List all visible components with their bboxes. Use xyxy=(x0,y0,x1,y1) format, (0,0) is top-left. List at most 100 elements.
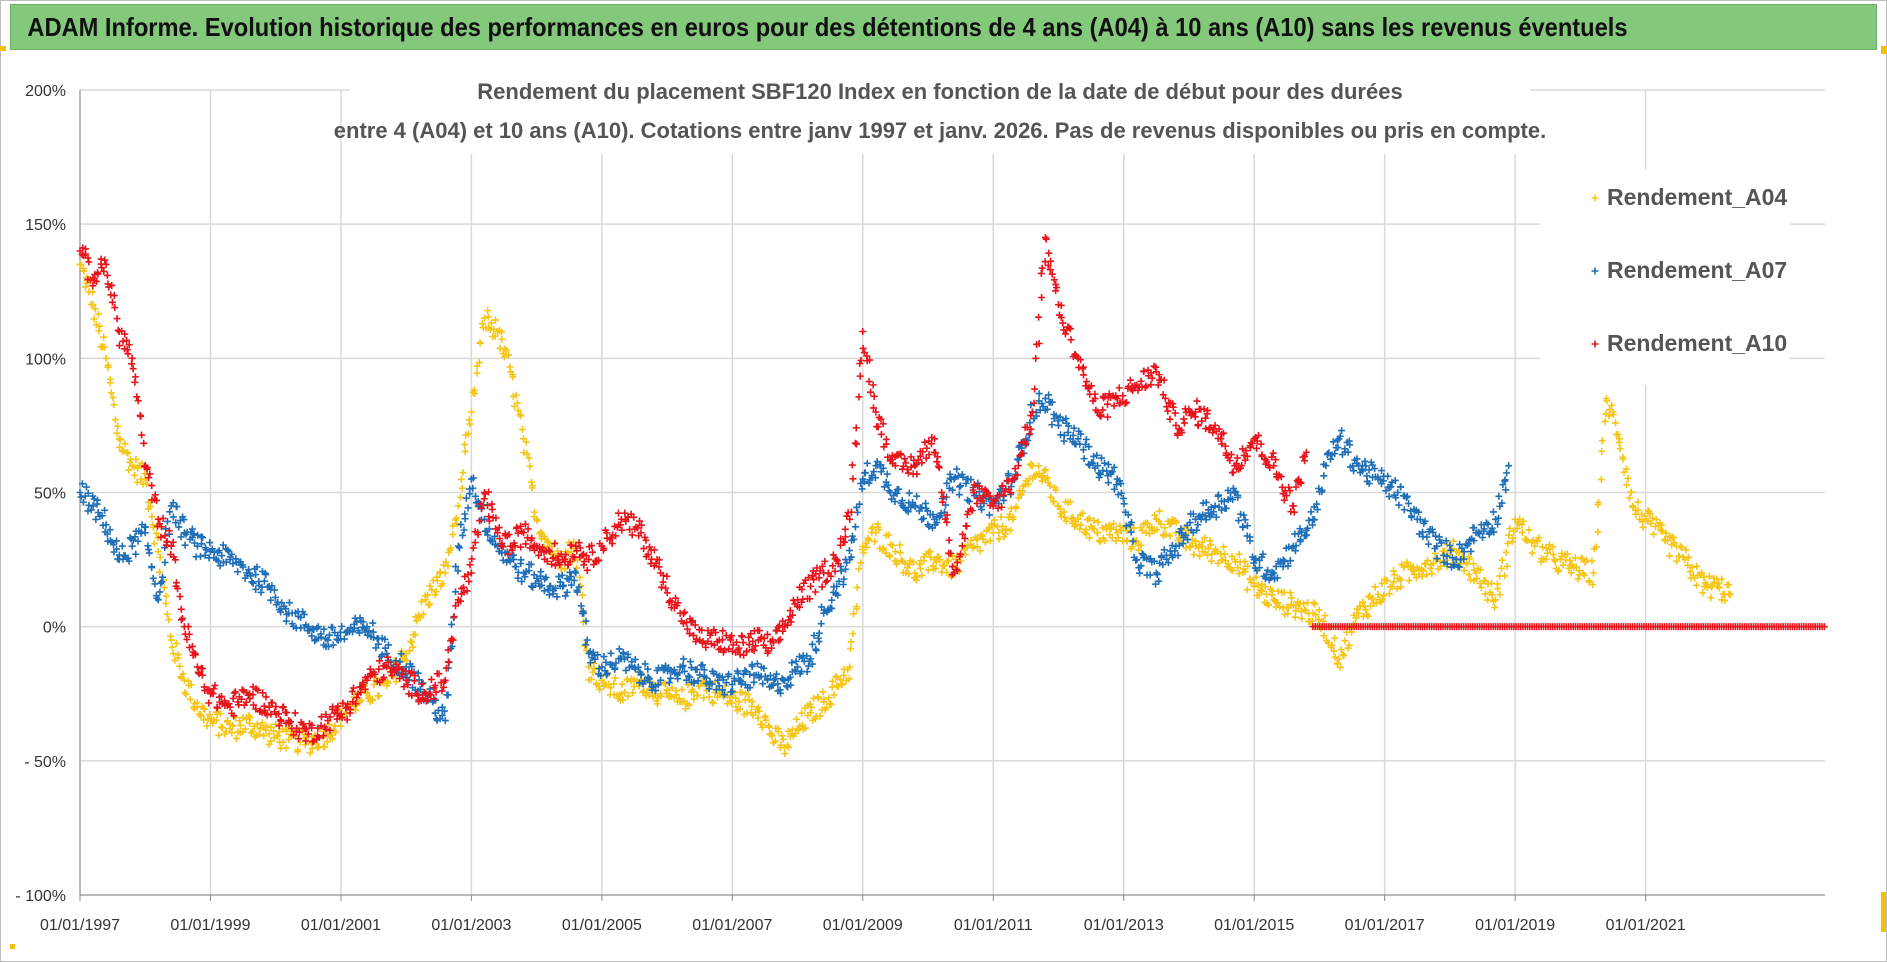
data-point xyxy=(1588,557,1596,565)
data-point xyxy=(106,526,114,534)
data-point xyxy=(542,573,550,581)
data-point xyxy=(1328,641,1336,649)
data-point xyxy=(779,735,787,743)
data-point xyxy=(1726,590,1734,598)
data-point xyxy=(517,412,525,420)
data-point xyxy=(218,724,226,732)
data-point xyxy=(490,325,498,333)
data-point xyxy=(454,502,462,510)
data-point xyxy=(80,267,88,275)
data-point xyxy=(1634,498,1642,506)
data-point xyxy=(424,591,432,599)
data-point xyxy=(869,381,877,389)
data-point xyxy=(1678,544,1686,552)
data-point xyxy=(1330,647,1338,655)
data-point xyxy=(279,725,287,733)
data-point xyxy=(845,547,853,555)
data-point xyxy=(925,548,933,556)
data-point xyxy=(768,732,776,740)
data-point xyxy=(1549,551,1557,559)
data-point xyxy=(1280,588,1288,596)
data-point xyxy=(154,515,162,523)
data-point xyxy=(531,508,539,516)
data-points xyxy=(76,234,1828,758)
data-point xyxy=(1397,576,1405,584)
data-point xyxy=(1700,573,1708,581)
data-point xyxy=(194,531,202,539)
data-point xyxy=(1337,663,1345,671)
data-point xyxy=(1425,540,1433,548)
data-point xyxy=(668,684,676,692)
data-point xyxy=(1598,447,1606,455)
data-point xyxy=(134,537,142,545)
data-point xyxy=(792,657,800,665)
data-point xyxy=(1516,515,1524,523)
data-point xyxy=(179,670,187,678)
data-point xyxy=(1153,526,1161,534)
data-point xyxy=(1050,497,1058,505)
data-point xyxy=(110,401,118,409)
data-point xyxy=(285,735,293,743)
data-point xyxy=(672,687,680,695)
data-point xyxy=(252,585,260,593)
data-point xyxy=(936,556,944,564)
header-title: ADAM Informe. Evolution historique des p… xyxy=(27,11,1628,42)
data-point xyxy=(833,682,841,690)
data-point xyxy=(776,636,784,644)
data-point xyxy=(349,684,357,692)
data-point xyxy=(484,313,492,321)
data-point xyxy=(1104,479,1112,487)
data-point xyxy=(165,616,173,624)
data-point xyxy=(228,729,236,737)
data-point xyxy=(137,412,145,420)
data-point xyxy=(705,693,713,701)
data-point xyxy=(1622,465,1630,473)
data-point xyxy=(444,691,452,699)
data-point xyxy=(1213,548,1221,556)
data-point xyxy=(91,305,99,313)
data-point xyxy=(1476,579,1484,587)
data-point xyxy=(1319,617,1327,625)
data-point xyxy=(509,371,517,379)
data-point xyxy=(814,693,822,701)
data-point xyxy=(973,535,981,543)
data-point xyxy=(487,319,495,327)
data-point xyxy=(855,565,863,573)
data-point xyxy=(154,548,162,556)
data-point xyxy=(1447,546,1455,554)
data-point xyxy=(1609,410,1617,418)
data-point xyxy=(363,690,371,698)
data-point xyxy=(119,337,127,345)
data-point xyxy=(815,638,823,646)
data-point xyxy=(879,545,887,553)
data-point xyxy=(433,573,441,581)
data-point xyxy=(1229,567,1237,575)
data-point xyxy=(352,706,360,714)
data-point xyxy=(149,574,157,582)
data-point xyxy=(328,735,336,743)
data-point xyxy=(1291,613,1299,621)
data-point xyxy=(1589,581,1597,589)
data-point xyxy=(131,471,139,479)
data-point xyxy=(188,525,196,533)
data-point xyxy=(273,733,281,741)
data-point xyxy=(450,613,458,621)
data-point xyxy=(607,649,615,657)
data-point xyxy=(624,692,632,700)
data-point xyxy=(1324,639,1332,647)
data-point xyxy=(332,728,340,736)
data-point xyxy=(471,390,479,398)
data-point xyxy=(406,647,414,655)
data-point xyxy=(1241,557,1249,565)
data-point xyxy=(172,503,180,511)
x-tick-label: 01/01/2021 xyxy=(1606,917,1686,934)
data-point xyxy=(845,675,853,683)
data-point xyxy=(1201,534,1209,542)
data-point xyxy=(855,393,863,401)
data-point xyxy=(291,709,299,717)
data-point xyxy=(1296,525,1304,533)
data-point xyxy=(1518,529,1526,537)
data-point xyxy=(321,743,329,751)
data-point xyxy=(1418,572,1426,580)
data-point xyxy=(148,564,156,572)
